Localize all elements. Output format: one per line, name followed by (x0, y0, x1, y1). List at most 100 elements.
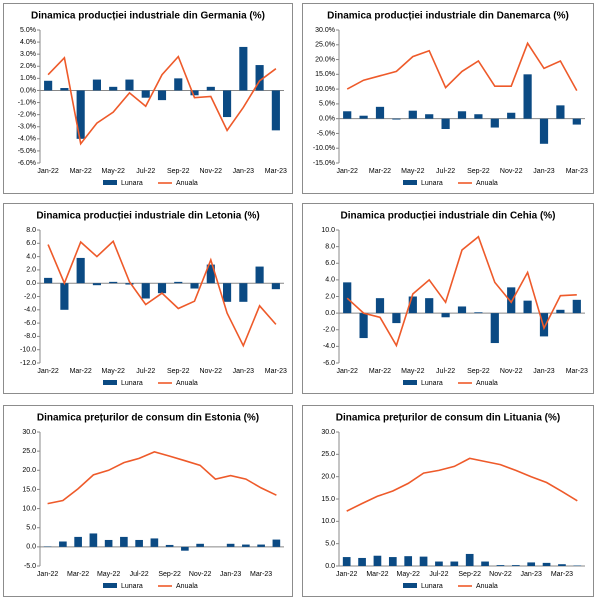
y-tick-label: 20.0 (22, 467, 36, 474)
x-tick-label: Nov-22 (500, 368, 523, 375)
x-tick-label: Nov-22 (200, 368, 223, 375)
legend-label: Anuala (476, 180, 498, 187)
chart-panel: Dinamica producției industriale din Germ… (3, 3, 293, 194)
y-tick-label: 5.0% (20, 27, 36, 34)
bar (271, 90, 280, 131)
y-tick-label: 10.0 (22, 505, 36, 512)
x-tick-label: Mar-23 (551, 571, 573, 578)
bar (419, 556, 428, 566)
bar (358, 557, 366, 566)
x-tick-label: Jan-22 (336, 571, 358, 578)
x-tick-label: Mar-22 (366, 571, 388, 578)
y-tick-label: 20.0 (321, 474, 335, 481)
legend-swatch (403, 180, 417, 185)
y-tick-label: -4.0% (18, 136, 36, 143)
x-tick-label: May-22 (401, 168, 424, 175)
bar (181, 546, 189, 551)
line (47, 451, 277, 505)
x-tick-label: Nov-22 (200, 168, 223, 175)
bar (255, 65, 264, 91)
y-tick-label: -2.0% (18, 111, 36, 118)
bar (74, 536, 82, 547)
bar (539, 313, 549, 337)
y-tick-label: 30.0 (321, 429, 335, 436)
bar (490, 313, 499, 344)
bar (60, 283, 69, 310)
line (346, 235, 577, 348)
bar (157, 283, 167, 294)
y-tick-label: -15.0% (313, 160, 335, 167)
y-tick-label: 15.0 (321, 496, 335, 503)
y-tick-label: 2.0 (325, 293, 335, 300)
y-tick-label: -5.0% (18, 148, 36, 155)
y-tick-label: 6.0 (325, 260, 335, 267)
y-tick-label: 25.0 (22, 448, 36, 455)
bar (157, 90, 167, 101)
line (346, 41, 578, 91)
bar (92, 283, 101, 286)
x-tick-label: Mar-23 (250, 571, 272, 578)
bar (190, 283, 199, 289)
bar (109, 86, 118, 91)
y-tick-label: 2.0 (26, 267, 36, 274)
bar (59, 541, 67, 547)
y-tick-label: 25.0% (315, 42, 335, 49)
y-tick-label: 8.0 (325, 243, 335, 250)
y-tick-label: -10.0% (313, 145, 335, 152)
chart-title: Dinamica producției industriale din Germ… (31, 11, 265, 22)
bar (206, 264, 215, 284)
y-tick-label: -6.0% (18, 160, 36, 167)
legend-label: Anuala (476, 380, 498, 387)
y-tick-label: 30.0 (22, 429, 36, 436)
bar (272, 539, 281, 547)
chart-panel: Dinamica prețurilor de consum din Lituan… (302, 405, 594, 597)
x-tick-label: Mar-22 (67, 571, 89, 578)
x-tick-label: Mar-23 (265, 368, 287, 375)
bar (120, 536, 128, 547)
bar (257, 544, 265, 547)
x-tick-label: Jul-22 (436, 368, 455, 375)
legend-label: Lunara (121, 180, 143, 187)
chart-title: Dinamica prețurilor de consum din Estoni… (37, 413, 259, 424)
bar (465, 553, 474, 566)
x-tick-label: Jan-23 (220, 571, 242, 578)
bar (196, 543, 204, 547)
y-tick-label: 1.0% (20, 75, 36, 82)
line (47, 55, 277, 146)
y-tick-label: 0.0 (325, 563, 335, 570)
chart-panel: Dinamica producției industriale din Dane… (302, 3, 594, 194)
x-tick-label: Mar-23 (566, 368, 588, 375)
x-tick-label: Sep-22 (167, 368, 190, 375)
bar (572, 299, 581, 314)
y-tick-label: -1.0% (18, 99, 36, 106)
x-tick-label: Jan-23 (520, 571, 542, 578)
chart-panel: Dinamica prețurilor de consum din Estoni… (3, 405, 293, 597)
bar (507, 112, 516, 119)
legend-label: Lunara (121, 380, 143, 387)
bar (450, 561, 459, 566)
legend-label: Lunara (121, 583, 143, 590)
bar (392, 118, 401, 120)
bar (425, 298, 434, 314)
bar (89, 533, 98, 547)
y-tick-label: 0.0% (20, 87, 36, 94)
x-tick-label: May-22 (97, 571, 120, 578)
x-tick-label: Mar-22 (369, 168, 391, 175)
legend-label: Anuala (176, 583, 198, 590)
bar (474, 114, 483, 119)
bar (60, 88, 69, 91)
bar (388, 557, 397, 566)
bar (542, 562, 551, 566)
y-tick-label: -6.0 (24, 320, 36, 327)
bar (226, 543, 235, 547)
y-tick-label: 3.0% (20, 51, 36, 58)
legend-label: Anuala (176, 180, 198, 187)
y-tick-label: 10.0% (315, 86, 335, 93)
x-tick-label: Jul-22 (429, 571, 448, 578)
x-tick-label: Jan-23 (533, 368, 555, 375)
bar (375, 106, 385, 119)
y-tick-label: 8.0 (26, 227, 36, 234)
chart-title: Dinamica producției industriale din Leto… (36, 211, 259, 222)
bar (92, 79, 101, 91)
